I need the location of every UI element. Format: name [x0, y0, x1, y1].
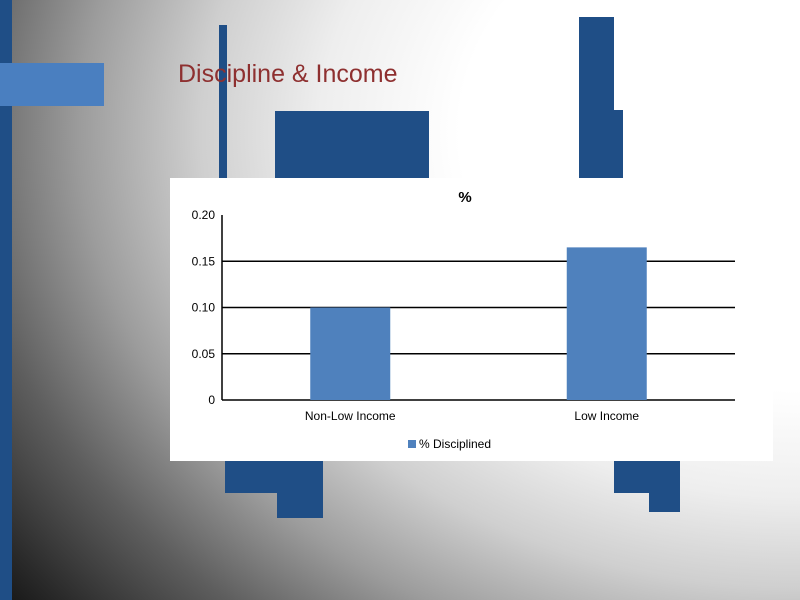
bar-chart: % 0 0.05 0.10 0.15 0.20 Non-Low Income Low Inco… [192, 189, 735, 423]
right-step-block [612, 110, 623, 182]
bottom-right-block [614, 458, 680, 493]
x-tick-label: Low Income [574, 409, 639, 423]
y-tick-label: 0 [208, 393, 215, 407]
legend-label: % Disciplined [419, 437, 492, 451]
right-tall-block [579, 17, 614, 182]
left-accent-block [0, 63, 104, 106]
chart-legend: % Disciplined [408, 436, 491, 452]
y-tick-label: 0.15 [192, 254, 216, 268]
bar [310, 307, 391, 400]
center-top-block [275, 111, 429, 181]
bottom-right-step [649, 490, 680, 512]
left-edge-bar [0, 0, 12, 600]
y-tick-label: 0.05 [192, 347, 216, 361]
vertical-line-deco [219, 25, 227, 185]
y-tick-label: 0.10 [192, 301, 216, 315]
y-tick-label: 0.20 [192, 208, 216, 222]
bottom-left-block [225, 458, 323, 493]
bottom-left-step [277, 490, 323, 518]
x-tick-label: Non-Low Income [305, 409, 396, 423]
chart-panel: % 0 0.05 0.10 0.15 0.20 Non-Low Income Low Inco… [170, 178, 773, 461]
bar [566, 247, 647, 400]
chart-title: % [458, 189, 471, 206]
slide-title: Discipline & Income [178, 60, 398, 88]
legend-swatch [408, 440, 416, 448]
